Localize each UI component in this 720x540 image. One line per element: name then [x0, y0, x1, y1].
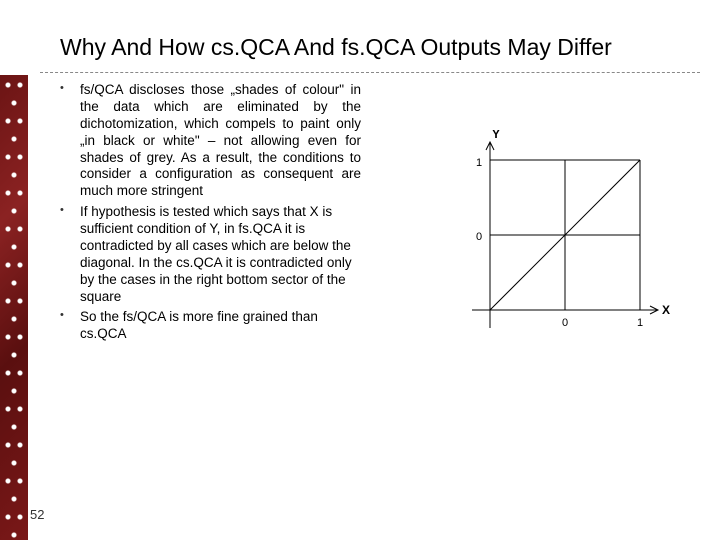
svg-text:X: X — [662, 303, 670, 317]
slide-left-decoration — [0, 75, 28, 540]
svg-text:1: 1 — [476, 157, 482, 169]
slide-title: Why And How cs.QCA And fs.QCA Outputs Ma… — [60, 34, 690, 61]
page-number: 52 — [30, 507, 44, 522]
bullet-item: fs/QCA discloses those „shades of colour… — [56, 82, 361, 200]
title-separator — [40, 72, 700, 73]
svg-text:0: 0 — [562, 317, 568, 329]
xy-diagram-svg: Y X 1 0 0 1 — [430, 130, 680, 350]
svg-text:1: 1 — [637, 317, 643, 329]
bullet-item: So the fs/QCA is more fine grained than … — [56, 309, 361, 343]
slide: Why And How cs.QCA And fs.QCA Outputs Ma… — [0, 0, 720, 540]
xy-diagram: Y X 1 0 0 1 — [430, 130, 680, 350]
svg-text:Y: Y — [492, 130, 500, 141]
bullet-item: If hypothesis is tested which says that … — [56, 204, 361, 305]
svg-text:0: 0 — [476, 231, 482, 243]
bullet-list: fs/QCA discloses those „shades of colour… — [56, 82, 361, 343]
body-text-area: fs/QCA discloses those „shades of colour… — [56, 82, 361, 347]
